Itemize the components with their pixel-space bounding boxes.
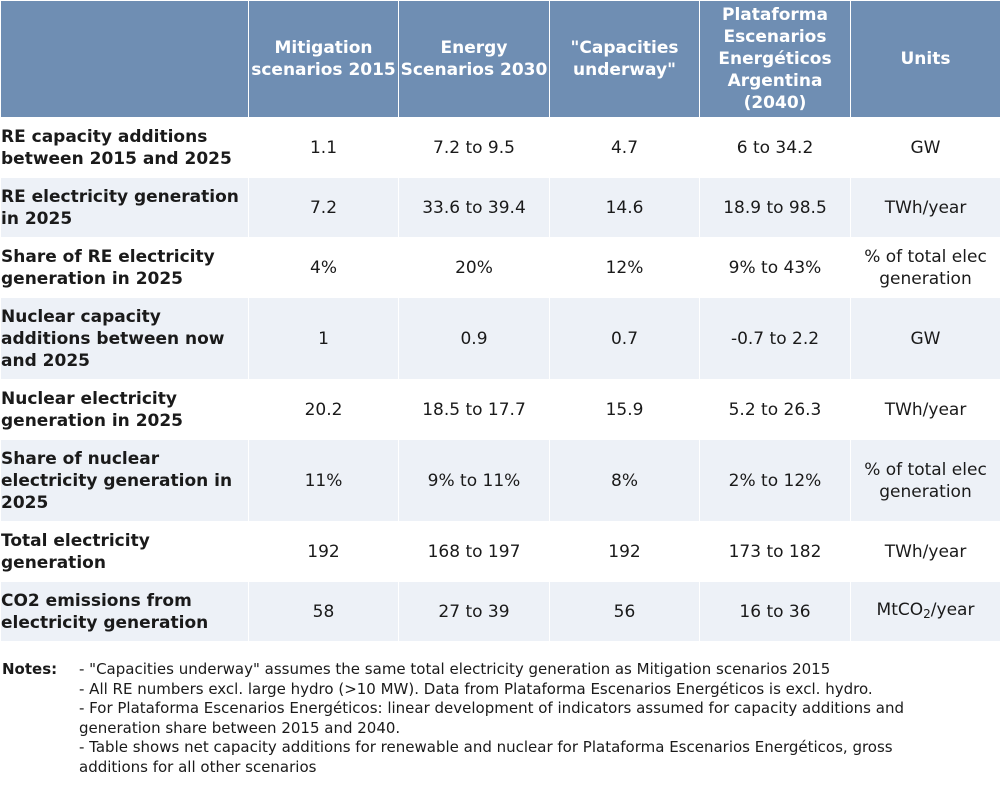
table-cell: 56 [549, 581, 700, 642]
table-cell: 192 [248, 521, 399, 582]
table-row: RE electricity generation in 2025 7.2 33… [0, 177, 1000, 238]
table-cell: 16 to 36 [699, 581, 851, 642]
table-cell: 7.2 [248, 177, 399, 238]
note-line: - Table shows net capacity additions for… [79, 738, 893, 756]
header-plataforma-2040: Plataforma Escenarios Energéticos Argent… [699, 0, 851, 118]
table-cell: 20% [398, 237, 550, 298]
row-label: Share of RE electricity generation in 20… [0, 237, 249, 298]
notes-label: Notes: [2, 660, 58, 678]
note-line: - "Capacities underway" assumes the same… [79, 660, 831, 678]
unit-cell: MtCO2/year [850, 581, 1000, 642]
table-cell: 7.2 to 9.5 [398, 117, 550, 178]
table-cell: 6 to 34.2 [699, 117, 851, 178]
table-row: RE capacity additions between 2015 and 2… [0, 117, 1000, 178]
table-cell: 168 to 197 [398, 521, 550, 582]
row-label: CO2 emissions from electricity generatio… [0, 581, 249, 642]
row-label: Nuclear electricity generation in 2025 [0, 379, 249, 440]
table-cell: 18.9 to 98.5 [699, 177, 851, 238]
table-cell: 14.6 [549, 177, 700, 238]
unit-cell: GW [850, 297, 1000, 380]
table-cell: 12% [549, 237, 700, 298]
table-row: Nuclear electricity generation in 2025 2… [0, 379, 1000, 440]
table-cell: 9% to 11% [398, 439, 550, 522]
table-cell: -0.7 to 2.2 [699, 297, 851, 380]
note-line: - All RE numbers excl. large hydro (>10 … [79, 679, 873, 698]
unit-cell: % of total elec generation [850, 237, 1000, 298]
row-label: RE electricity generation in 2025 [0, 177, 249, 238]
table-cell: 18.5 to 17.7 [398, 379, 550, 440]
table-row: Nuclear capacity additions between now a… [0, 297, 1000, 380]
table-cell: 4% [248, 237, 399, 298]
row-label: RE capacity additions between 2015 and 2… [0, 117, 249, 178]
header-units: Units [850, 0, 1000, 118]
header-energy-scenarios-2030: Energy Scenarios 2030 [398, 0, 550, 118]
table-cell: 58 [248, 581, 399, 642]
table-cell: 8% [549, 439, 700, 522]
table-cell: 1 [248, 297, 399, 380]
table-row: Share of nuclear electricity generation … [0, 439, 1000, 522]
unit-cell: TWh/year [850, 177, 1000, 238]
table-cell: 15.9 [549, 379, 700, 440]
row-label: Nuclear capacity additions between now a… [0, 297, 249, 380]
unit-subscript: 2 [923, 606, 931, 621]
table-row: Share of RE electricity generation in 20… [0, 237, 1000, 298]
table-cell: 33.6 to 39.4 [398, 177, 550, 238]
unit-cell: % of total elec generation [850, 439, 1000, 522]
notes-list: - "Capacities underway" assumes the same… [79, 660, 979, 777]
scenario-table: Mitigation scenarios 2015 Energy Scenari… [0, 0, 1000, 642]
row-label: Total electricity generation [0, 521, 249, 582]
note-line: - For Plataforma Escenarios Energéticos:… [79, 699, 904, 717]
unit-cell: TWh/year [850, 379, 1000, 440]
table-cell: 173 to 182 [699, 521, 851, 582]
row-label: Share of nuclear electricity generation … [0, 439, 249, 522]
unit-tail: /year [930, 599, 975, 620]
header-capacities-underway: "Capacities underway" [549, 0, 700, 118]
note-line: generation share between 2015 and 2040. [79, 718, 401, 737]
header-row: Mitigation scenarios 2015 Energy Scenari… [0, 0, 1000, 118]
table-cell: 1.1 [248, 117, 399, 178]
table-cell: 2% to 12% [699, 439, 851, 522]
table-cell: 9% to 43% [699, 237, 851, 298]
unit-main: MtCO [876, 599, 924, 620]
table-cell: 20.2 [248, 379, 399, 440]
table-cell: 11% [248, 439, 399, 522]
note-line: additions for all other scenarios [79, 757, 317, 776]
table-row: Total electricity generation 192 168 to … [0, 521, 1000, 582]
unit-cell: GW [850, 117, 1000, 178]
unit-cell: TWh/year [850, 521, 1000, 582]
table-cell: 4.7 [549, 117, 700, 178]
table-row: CO2 emissions from electricity generatio… [0, 581, 1000, 642]
table-cell: 0.7 [549, 297, 700, 380]
table-cell: 5.2 to 26.3 [699, 379, 851, 440]
table-cell: 192 [549, 521, 700, 582]
header-corner [0, 0, 249, 118]
header-mitigation-2015: Mitigation scenarios 2015 [248, 0, 399, 118]
table-cell: 0.9 [398, 297, 550, 380]
table-cell: 27 to 39 [398, 581, 550, 642]
